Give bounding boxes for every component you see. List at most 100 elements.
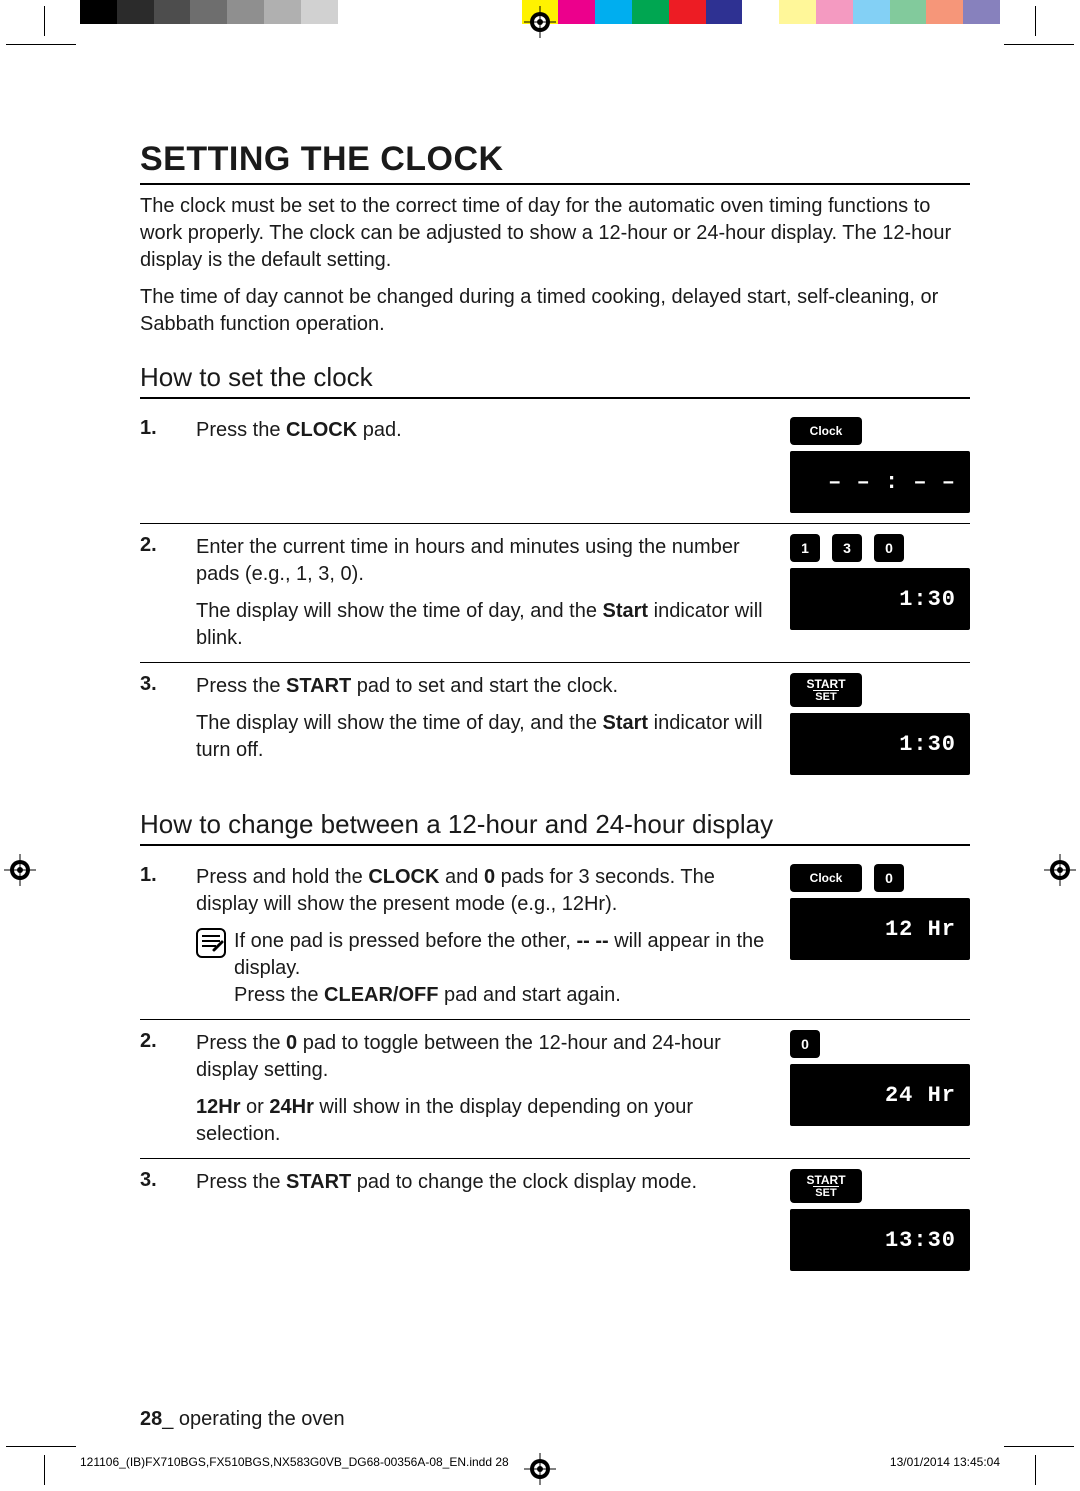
step-body: Press the START pad to set and start the… xyxy=(196,673,778,700)
number-pad-icon: 0 xyxy=(790,1030,820,1058)
intro-paragraph: The time of day cannot be changed during… xyxy=(140,284,970,338)
crop-mark xyxy=(44,1455,45,1485)
step-body: 12Hr or 24Hr will show in the display de… xyxy=(196,1094,778,1148)
number-pad-icon: 1 xyxy=(790,534,820,562)
oven-display: 1:30 xyxy=(790,713,970,775)
color-swatch xyxy=(669,0,706,24)
step-illustration: Clock – – : – – xyxy=(778,417,970,513)
display-value: 12 Hr xyxy=(885,917,956,942)
content-area: SETTING THE CLOCK The clock must be set … xyxy=(140,140,970,1391)
display-value: 13:30 xyxy=(885,1228,956,1253)
print-footline: 121106_(IB)FX710BGS,FX510BGS,NX583G0VB_D… xyxy=(80,1455,1000,1469)
step-text: Press the 0 pad to toggle between the 12… xyxy=(196,1030,778,1148)
step-text: Press the CLOCK pad. xyxy=(196,417,778,513)
oven-display: – – : – – xyxy=(790,451,970,513)
pad-row: STARTSET xyxy=(790,673,970,707)
step-list: 1.Press and hold the CLOCK and 0 pads fo… xyxy=(140,854,970,1281)
color-swatch xyxy=(80,0,117,24)
pad-row: STARTSET xyxy=(790,1169,970,1203)
step-body: Press the START pad to change the clock … xyxy=(196,1169,778,1196)
color-swatch xyxy=(632,0,669,24)
step-text: Enter the current time in hours and minu… xyxy=(196,534,778,652)
print-timestamp: 13/01/2014 13:45:04 xyxy=(890,1455,1000,1469)
start-pad-icon: STARTSET xyxy=(790,1169,862,1203)
color-swatch xyxy=(301,0,338,24)
step-illustration: STARTSET 13:30 xyxy=(778,1169,970,1271)
crop-mark xyxy=(1004,44,1074,45)
footer-label: _ operating the oven xyxy=(162,1408,344,1430)
step-illustration: Clock 0 12 Hr xyxy=(778,864,970,1009)
step-number: 3. xyxy=(140,1169,196,1271)
section-heading: How to change between a 12-hour and 24-h… xyxy=(140,809,970,846)
color-swatch xyxy=(338,0,375,24)
display-value: 1:30 xyxy=(899,732,956,757)
crop-mark xyxy=(1035,1455,1036,1485)
page-footer: 28_ operating the oven xyxy=(140,1408,345,1431)
clock-pad-icon: Clock xyxy=(790,417,862,445)
pad-row: Clock xyxy=(790,417,970,445)
color-swatch xyxy=(411,0,448,24)
crop-mark xyxy=(44,6,45,36)
number-pad-icon: 3 xyxy=(832,534,862,562)
crop-mark xyxy=(6,1446,76,1447)
step-number: 1. xyxy=(140,864,196,1009)
section-heading: How to set the clock xyxy=(140,362,970,399)
step-body: Press and hold the CLOCK and 0 pads for … xyxy=(196,864,778,918)
page-number: 28 xyxy=(140,1408,162,1430)
color-swatch xyxy=(154,0,191,24)
registration-target-icon xyxy=(1044,854,1076,886)
color-swatch xyxy=(890,0,927,24)
oven-display: 24 Hr xyxy=(790,1064,970,1126)
color-swatch xyxy=(853,0,890,24)
step-row: 2.Press the 0 pad to toggle between the … xyxy=(140,1020,970,1159)
oven-display: 13:30 xyxy=(790,1209,970,1271)
registration-target-icon xyxy=(524,6,556,38)
step-text: Press the START pad to set and start the… xyxy=(196,673,778,775)
oven-display: 1:30 xyxy=(790,568,970,630)
start-pad-icon: STARTSET xyxy=(790,673,862,707)
color-swatch xyxy=(926,0,963,24)
display-value: 24 Hr xyxy=(885,1083,956,1108)
color-swatch xyxy=(374,0,411,24)
step-illustration: STARTSET 1:30 xyxy=(778,673,970,775)
intro-paragraph: The clock must be set to the correct tim… xyxy=(140,193,970,274)
color-swatch xyxy=(742,0,779,24)
color-swatch xyxy=(264,0,301,24)
step-body: Enter the current time in hours and minu… xyxy=(196,534,778,588)
display-value: 1:30 xyxy=(899,587,956,612)
step-illustration: 0 24 Hr xyxy=(778,1030,970,1148)
registration-target-icon xyxy=(4,854,36,886)
clock-pad-icon: Clock xyxy=(790,864,862,892)
step-illustration: 130 1:30 xyxy=(778,534,970,652)
step-row: 3.Press the START pad to set and start t… xyxy=(140,663,970,785)
page-title: SETTING THE CLOCK xyxy=(140,140,970,185)
step-row: 2.Enter the current time in hours and mi… xyxy=(140,524,970,663)
step-number: 3. xyxy=(140,673,196,775)
print-file-path: 121106_(IB)FX710BGS,FX510BGS,NX583G0VB_D… xyxy=(80,1455,509,1469)
color-swatch xyxy=(485,0,522,24)
color-swatch xyxy=(816,0,853,24)
page: SETTING THE CLOCK The clock must be set … xyxy=(0,0,1080,1491)
step-body: The display will show the time of day, a… xyxy=(196,710,778,764)
step-text: Press the START pad to change the clock … xyxy=(196,1169,778,1271)
display-value: – – : – – xyxy=(828,470,956,495)
step-body: Press the 0 pad to toggle between the 12… xyxy=(196,1030,778,1084)
step-number: 1. xyxy=(140,417,196,513)
crop-mark xyxy=(1004,1446,1074,1447)
color-swatch xyxy=(595,0,632,24)
step-row: 3.Press the START pad to change the cloc… xyxy=(140,1159,970,1281)
step-number: 2. xyxy=(140,1030,196,1148)
number-pad-icon: 0 xyxy=(874,864,904,892)
color-swatch xyxy=(227,0,264,24)
step-body: The display will show the time of day, a… xyxy=(196,598,778,652)
color-swatch xyxy=(558,0,595,24)
step-body: Press the CLOCK pad. xyxy=(196,417,778,444)
note-icon xyxy=(196,928,226,966)
note: If one pad is pressed before the other, … xyxy=(196,928,778,1009)
color-swatch xyxy=(706,0,743,24)
color-swatch xyxy=(117,0,154,24)
number-pad-icon: 0 xyxy=(874,534,904,562)
step-list: 1.Press the CLOCK pad. Clock – – : – – 2.En… xyxy=(140,407,970,785)
pad-row: Clock 0 xyxy=(790,864,970,892)
step-text: Press and hold the CLOCK and 0 pads for … xyxy=(196,864,778,1009)
